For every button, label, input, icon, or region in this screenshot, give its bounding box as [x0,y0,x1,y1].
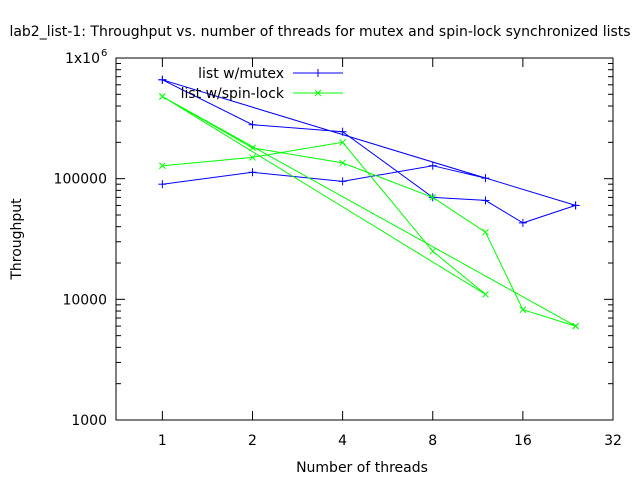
point-mark [339,138,346,146]
x-tick-label: 32 [604,433,622,449]
data-point [482,228,489,236]
y-tick-label: 100000 [54,172,107,188]
x-tick-label: 2 [248,433,257,449]
legend-label: list w/spin-lock [181,86,285,102]
data-point [314,89,322,97]
data-point [248,168,257,177]
data-point [429,247,437,255]
point-mark [572,322,579,330]
y-axis-label: Throughput [9,198,25,281]
series-spin-lock [159,93,579,330]
series-line [162,96,576,327]
data-point [482,290,489,298]
point-mark [429,247,437,255]
x-tick-label: 1 [158,433,167,449]
data-point [571,201,580,210]
data-point [249,154,256,161]
point-mark [249,154,256,161]
legend-label: list w/mutex [198,66,284,82]
x-axis-ticks: 1 2 4 8 16 32 [158,58,622,449]
y-tick-label: 1x10 [65,51,100,67]
data-point [428,161,437,170]
data-point [481,196,490,205]
data-point [158,75,167,84]
data-point [159,162,166,170]
point-mark [339,159,346,167]
data-point [338,127,347,136]
y-tick-label: 1000 [71,413,107,429]
data-point [518,218,527,227]
data-point [572,322,579,330]
point-mark [482,228,489,236]
point-mark [159,93,166,100]
point-mark [482,290,489,298]
point-mark [314,89,322,97]
data-point [338,177,347,186]
data-point [159,93,166,100]
data-point [314,69,322,77]
x-axis-label: Number of threads [296,460,428,476]
x-tick-label: 8 [428,433,437,449]
data-point [249,144,256,152]
data-point [339,159,346,167]
chart-legend: list w/mutex list w/spin-lock [181,66,343,102]
data-point [248,120,257,129]
point-mark [159,162,166,170]
data-point [519,306,527,314]
y-tick-exponent: 6 [101,48,107,59]
x-tick-label: 4 [338,433,347,449]
y-tick-label: 10000 [62,292,107,308]
x-tick-label: 16 [514,433,532,449]
plot-frame [115,57,614,421]
series-mutex [158,75,580,227]
point-mark [429,194,437,201]
point-mark [249,144,256,152]
y-axis-ticks: 1000 10000 100000 1x10 6 [54,48,613,429]
chart-title: lab2_list-1: Throughput vs. number of th… [9,24,630,40]
point-mark [519,306,527,314]
data-point [481,174,490,183]
series-layer [158,75,580,330]
data-point [429,194,437,201]
data-point [339,138,346,146]
data-point [158,180,167,189]
series-line [162,79,578,224]
